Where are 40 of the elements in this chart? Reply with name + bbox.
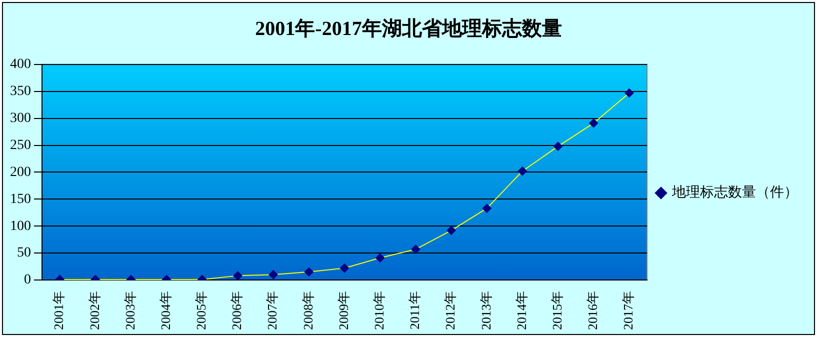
x-tick-label: 2012年 bbox=[442, 291, 458, 330]
point bbox=[411, 244, 420, 254]
x-tick-label: 2005年 bbox=[194, 291, 209, 330]
y-tick-label: 150 bbox=[10, 192, 31, 207]
point bbox=[482, 204, 492, 213]
y-tick-label: 350 bbox=[10, 84, 31, 100]
x-tick-label: 2010年 bbox=[372, 291, 387, 330]
x-tick-label: 2015年 bbox=[549, 291, 564, 330]
x-tick-label: 2006年 bbox=[229, 291, 244, 330]
y-tick-label: 250 bbox=[10, 138, 31, 153]
point bbox=[589, 118, 598, 128]
x-tick-label: 2008年 bbox=[300, 291, 316, 330]
y-tick-label: 50 bbox=[17, 246, 31, 261]
chart-title: 2001年-2017年湖北省地理标志数量 bbox=[254, 17, 563, 42]
point bbox=[446, 226, 456, 235]
x-tick-label: 2002年 bbox=[86, 291, 102, 330]
x-tick-label: 2016年 bbox=[585, 291, 600, 330]
point bbox=[340, 264, 349, 273]
point bbox=[376, 253, 385, 262]
y-tick-label: 100 bbox=[10, 218, 31, 234]
point bbox=[518, 166, 527, 176]
point bbox=[624, 88, 634, 98]
point bbox=[554, 142, 563, 151]
x-tick-label: 2004年 bbox=[158, 291, 173, 330]
x-tick-label: 2001年 bbox=[51, 291, 66, 330]
x-tick-label: 2013年 bbox=[478, 291, 494, 330]
y-tick-label: 200 bbox=[10, 164, 31, 180]
y-tick-label: 400 bbox=[10, 57, 31, 72]
point bbox=[304, 267, 314, 276]
x-tick-label: 2003年 bbox=[122, 291, 138, 330]
point bbox=[268, 270, 278, 280]
point bbox=[233, 271, 242, 280]
y-tick-label: 300 bbox=[10, 110, 31, 126]
x-tick-label: 2011年 bbox=[407, 291, 422, 330]
x-tick-label: 2017年 bbox=[620, 291, 636, 330]
y-tick-label: 0 bbox=[24, 272, 31, 288]
legend-label: 地理标志数量（件） bbox=[671, 184, 798, 201]
x-tick-label: 2014年 bbox=[514, 291, 529, 330]
x-tick-label: 2009年 bbox=[336, 291, 351, 330]
x-tick-label: 2007年 bbox=[264, 291, 280, 330]
